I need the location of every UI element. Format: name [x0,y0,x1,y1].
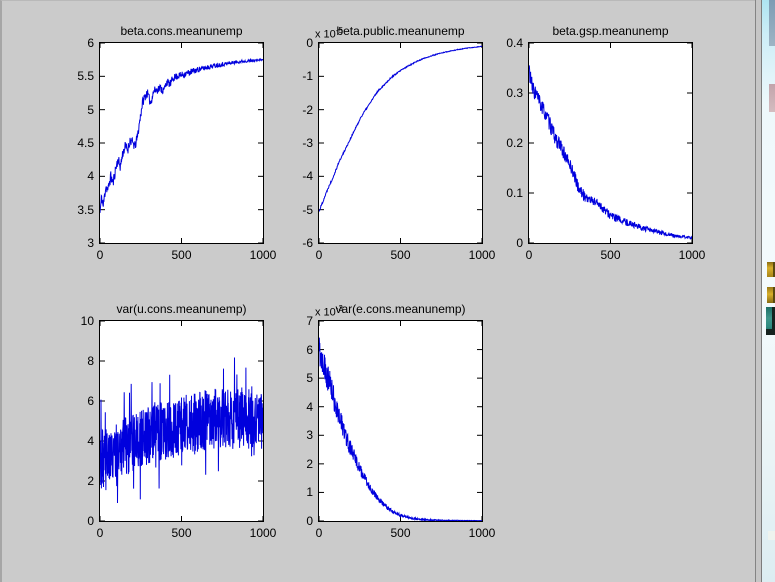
y-tick-label: 0.2 [506,136,523,150]
x-tick-label: 1000 [468,526,496,540]
plot-title: var(e.cons.meanunemp) [335,302,466,316]
y-tick-label: -1 [302,69,313,84]
y-tick-label: 6 [87,394,94,408]
y-tick-label: 4 [87,169,94,184]
plot-title: beta.public.meanunemp [336,24,465,38]
y-tick-label: 3 [87,236,94,250]
axis-exponent-label: x 10-3 [315,304,343,319]
y-tick-label: 0 [306,36,313,50]
y-tick-label: 0.4 [506,36,523,50]
subplot-var-e-cons-meanunemp: var(e.cons.meanunemp) 0 500 1000 0 1 2 3 4 5 6 7 x … [306,302,495,540]
plot-canvas [100,43,263,243]
plot-area [318,42,483,244]
plot-title: var(u.cons.meanunemp) [116,302,247,316]
desktop-icon-teal[interactable] [766,307,775,335]
y-tick-label: 0 [306,514,313,528]
trace-line [100,57,263,213]
x-tick-label: 0 [96,526,104,540]
y-tick-label: 6 [87,36,94,50]
plot-area [528,42,693,244]
trace-line [319,337,482,521]
x-tick-label: 500 [390,248,411,262]
trace-line [319,45,482,212]
subplot-var-u-cons-meanunemp: var(u.cons.meanunemp) 0 500 1000 0 2 4 6 8 10 [81,302,277,540]
axis-exponent-label: x 10-5 [315,26,343,41]
x-tick-label: 1000 [678,248,706,262]
desktop-icon-yellow-lower[interactable] [767,287,775,303]
plot-area [99,42,264,244]
desktop-icon-yellow-upper[interactable] [767,262,775,277]
y-tick-label: 0 [516,236,523,250]
y-tick-label: 3 [306,428,313,443]
subplot-beta-public-meanunemp: beta.public.meanunemp 0 500 1000 -6 -5 -4 -3 -2… [302,24,495,262]
icon-fragment-light[interactable] [768,531,775,540]
plot-title: beta.gsp.meanunemp [552,24,669,38]
y-tick-label: 6 [306,342,313,357]
y-tick-label: 7 [306,314,313,328]
y-tick-label: 0.3 [506,86,523,100]
x-tick-label: 0 [96,248,104,262]
y-tick-label: 1 [306,485,313,500]
y-tick-label: -2 [302,102,313,117]
y-tick-label: 0 [87,514,94,528]
trace-line [529,65,692,240]
y-tick-label: 5.5 [77,69,94,84]
plot-canvas [100,321,263,521]
x-tick-label: 500 [171,526,192,540]
y-tick-label: -6 [302,236,313,250]
y-tick-label: 5 [306,371,313,386]
x-tick-label: 1000 [249,248,277,262]
trace-line [100,357,263,504]
x-tick-label: 0 [525,248,533,262]
y-tick-label: 8 [87,354,94,368]
plot-canvas [319,321,482,521]
x-tick-label: 500 [171,248,192,262]
y-tick-label: -5 [302,202,313,217]
y-tick-label: -3 [302,136,313,150]
subplot-beta-cons-meanunemp: beta.cons.meanunemp 0 500 1000 3 3.5 4 4.5 5 5.5… [77,24,276,262]
y-tick-label: -4 [302,169,313,184]
y-tick-label: 4 [306,399,313,414]
y-tick-label: 2 [306,456,313,471]
plot-area [318,320,483,522]
y-tick-label: 3.5 [77,202,94,217]
x-tick-label: 1000 [249,526,277,540]
y-tick-label: 4 [87,434,94,448]
y-tick-label: 0.1 [506,186,523,200]
x-tick-label: 500 [600,248,621,262]
subplot-beta-gsp-meanunemp: beta.gsp.meanunemp 0 500 1000 0 0.1 0.2 0.3 0.4 [506,24,705,262]
plot-canvas [319,43,482,243]
x-tick-label: 1000 [468,248,496,262]
y-tick-label: 10 [80,314,94,328]
window-fragment-blue[interactable] [769,0,775,46]
window-border-frame[interactable] [756,0,761,582]
x-tick-label: 0 [315,248,323,262]
x-tick-label: 500 [390,526,411,540]
y-tick-label: 4.5 [77,136,94,150]
plot-title: beta.cons.meanunemp [120,24,243,38]
x-tick-label: 0 [315,526,323,540]
plot-area [99,320,264,522]
plot-canvas [529,43,692,243]
window-border-inner [761,0,762,582]
y-tick-label: 5 [87,102,94,117]
y-tick-label: 2 [87,474,94,488]
icon-fragment-pink[interactable] [769,84,775,112]
window-border-outer [755,0,756,582]
